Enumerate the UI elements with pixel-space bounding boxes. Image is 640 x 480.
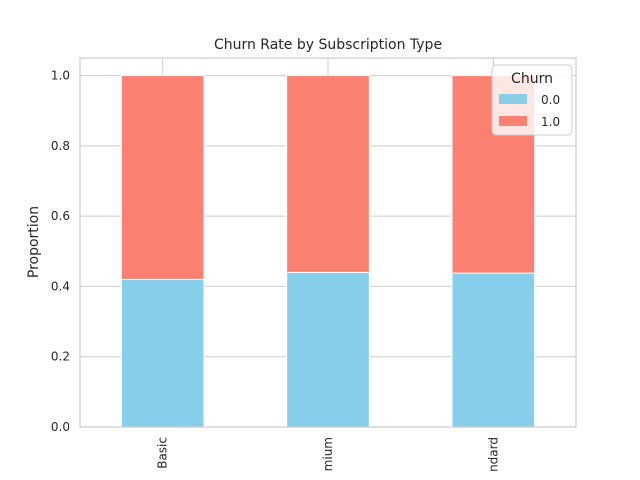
y-tick-label: 0.0 [51, 420, 70, 434]
bar-premium-churn-0-0 [286, 271, 370, 428]
y-tick-label: 0.8 [51, 139, 70, 153]
legend-swatch-0 [499, 94, 527, 104]
x-tick-label: Basic [156, 437, 170, 469]
legend: Churn 0.0 1.0 [491, 64, 573, 136]
chart-title: Churn Rate by Subscription Type [214, 37, 442, 53]
legend-label-0: 0.0 [541, 93, 560, 107]
legend-label-1: 1.0 [541, 115, 560, 129]
y-tick-label: 0.4 [51, 279, 70, 293]
bars [120, 75, 536, 428]
y-tick-label: 0.2 [51, 350, 70, 364]
y-tick-label: 1.0 [51, 69, 70, 83]
x-tick-labels: Basic mium ndard [156, 437, 501, 472]
bar-premium-churn-1-0 [286, 75, 370, 273]
y-tick-labels: 0.0 0.2 0.4 0.6 0.8 1.0 [51, 69, 70, 434]
bar-basic-churn-0-0 [120, 278, 205, 428]
legend-title: Churn [511, 71, 553, 87]
x-tick-label: ndard [486, 437, 500, 472]
y-axis-label: Proportion [26, 206, 42, 278]
x-tick-label: mium [321, 437, 335, 471]
legend-swatch-1 [499, 116, 527, 126]
y-tick-label: 0.6 [51, 209, 70, 223]
bar-standard-churn-0-0 [451, 272, 536, 428]
bar-basic-churn-1-0 [120, 75, 205, 280]
plot-frame [79, 57, 577, 428]
